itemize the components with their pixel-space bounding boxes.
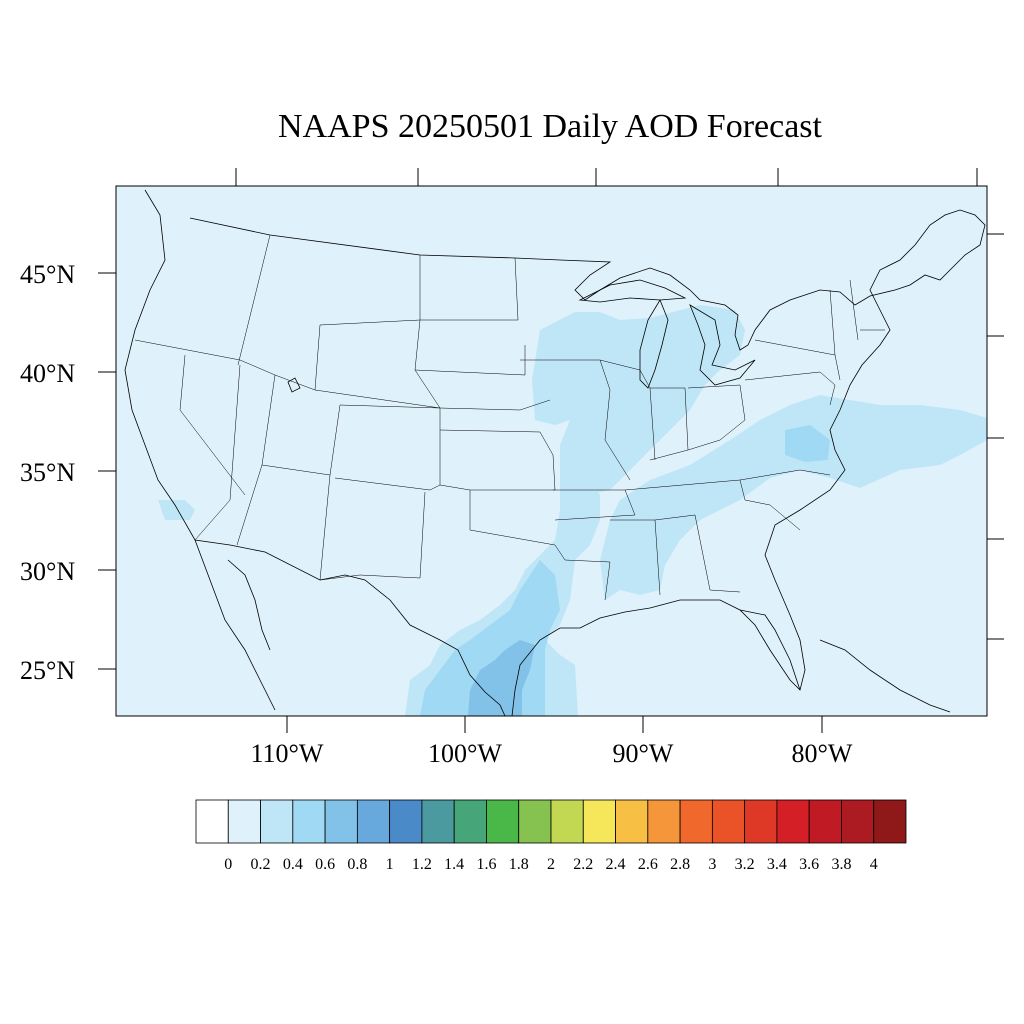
longitude-labels: 110°W 100°W 90°W 80°W xyxy=(251,739,853,768)
colorbar-swatch xyxy=(486,799,520,844)
axis-ticks xyxy=(98,168,1004,733)
colorbar-swatch xyxy=(260,799,294,844)
state-borders xyxy=(134,234,885,601)
baja-peninsula xyxy=(227,559,271,651)
colorbar-swatch xyxy=(324,799,358,844)
colorbar-swatch xyxy=(356,799,391,844)
mexico-pacific-coast xyxy=(194,539,276,711)
colorbar-label: 1.4 xyxy=(444,856,464,873)
colorbar-label: 0.2 xyxy=(251,856,271,873)
lon-label: 110°W xyxy=(251,739,324,768)
colorbar-label: 0.6 xyxy=(315,856,335,873)
lake-huron-erie xyxy=(689,304,756,386)
colorbar-swatch xyxy=(227,799,261,844)
aod-colorbar-labels: 0 0.2 0.4 0.6 0.8 1 1.2 1.4 1.6 1.8 2 2.2 2.4 2.6 2.8 3… xyxy=(224,856,877,873)
colorbar-swatch xyxy=(679,799,713,844)
colorbar-swatch xyxy=(711,799,746,844)
colorbar-label: 2.2 xyxy=(573,856,593,873)
aod-region-baja-spot xyxy=(158,500,195,520)
colorbar-label: 0.4 xyxy=(283,856,303,873)
aod-region-virginia-spot xyxy=(785,425,830,462)
lat-label: 45°N xyxy=(20,260,75,289)
colorbar-swatch xyxy=(195,799,229,844)
colorbar-swatch xyxy=(453,799,487,844)
latitude-labels: 45°N 40°N 35°N 30°N 25°N xyxy=(20,260,75,685)
colorbar-label: 3.2 xyxy=(735,856,755,873)
florida-coast xyxy=(739,609,801,691)
state-and-country-borders xyxy=(124,189,986,717)
lon-label: 90°W xyxy=(613,739,674,768)
lat-label: 40°N xyxy=(20,359,75,388)
colorbar-label: 2.4 xyxy=(606,856,626,873)
colorbar-label: 3 xyxy=(708,856,716,873)
colorbar-label: 1.8 xyxy=(509,856,529,873)
aod-shading-layer xyxy=(158,305,987,716)
aod-region-south-texas-core xyxy=(468,640,535,716)
colorbar-swatch xyxy=(647,799,681,844)
colorbar-swatch xyxy=(841,799,875,844)
colorbar-swatch xyxy=(873,799,907,844)
colorbar-label: 1 xyxy=(386,856,394,873)
aod-region-great-lakes-midwest xyxy=(532,305,745,495)
colorbar-swatch xyxy=(615,799,649,844)
colorbar-label: 3.6 xyxy=(799,856,819,873)
colorbar-label: 2.6 xyxy=(638,856,658,873)
colorbar-swatch xyxy=(421,799,455,844)
map-title: NAAPS 20250501 Daily AOD Forecast xyxy=(278,108,822,145)
lake-superior xyxy=(578,279,687,303)
map-frame xyxy=(115,185,988,717)
colorbar-label: 2.8 xyxy=(670,856,690,873)
cuba-coast xyxy=(819,639,951,713)
colorbar-swatch xyxy=(518,799,552,844)
colorbar-swatch xyxy=(582,799,616,844)
lat-label: 30°N xyxy=(20,557,75,586)
colorbar-label: 4 xyxy=(870,856,878,873)
colorbar-swatch xyxy=(292,799,326,844)
colorbar-label: 0.8 xyxy=(347,856,367,873)
aod-region-mid-atlantic-plume xyxy=(600,395,987,600)
colorbar-label: 3.4 xyxy=(767,856,787,873)
us-coastline-outline xyxy=(124,189,986,717)
colorbar-swatch xyxy=(808,799,842,844)
colorbar-label: 1.6 xyxy=(476,856,496,873)
colorbar-swatch xyxy=(389,799,423,844)
colorbar-swatch xyxy=(744,799,778,844)
lake-michigan xyxy=(639,299,669,389)
lon-label: 100°W xyxy=(428,739,502,768)
colorbar-swatch xyxy=(776,799,810,844)
lat-label: 35°N xyxy=(20,458,75,487)
aod-region-lower-mississippi-valley xyxy=(405,420,600,716)
lon-label: 80°W xyxy=(792,739,853,768)
great-salt-lake xyxy=(287,377,301,393)
colorbar-label: 2 xyxy=(547,856,555,873)
colorbar-swatch xyxy=(550,799,584,844)
aod-colorbar xyxy=(195,799,907,844)
colorbar-label: 3.8 xyxy=(831,856,851,873)
lat-label: 25°N xyxy=(20,656,75,685)
colorbar-label: 1.2 xyxy=(412,856,432,873)
colorbar-label: 0 xyxy=(224,856,232,873)
